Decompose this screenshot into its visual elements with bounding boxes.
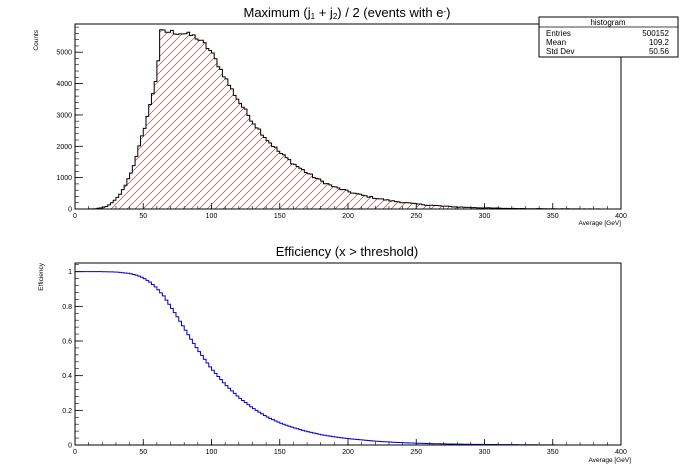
x-tick-label: 350 <box>547 213 559 220</box>
x-tick-label: 200 <box>342 449 354 456</box>
histogram-y-axis-label: Counts <box>33 29 40 50</box>
title-segment: 1 <box>311 12 316 21</box>
efficiency-x-axis-label: Average [GeV] <box>588 457 631 464</box>
stats-mean-label: Mean <box>546 38 566 47</box>
x-tick-label: 0 <box>73 213 77 220</box>
title-segment: ) <box>446 5 450 20</box>
efficiency-ticks: 0 50 100 150 200 250 300 350 400 0 0.2 0.4 0.6 0.8 1 <box>62 264 627 456</box>
y-tick-label: 0.4 <box>62 373 72 380</box>
efficiency-panel: Efficiency (x > threshold) 0 50 100 150 200 2… <box>38 244 631 464</box>
y-tick-label: 0 <box>68 443 72 450</box>
x-tick-label: 300 <box>479 449 491 456</box>
x-tick-label: 250 <box>410 213 422 220</box>
x-tick-label: 50 <box>139 449 147 456</box>
y-tick-label: 2000 <box>56 144 72 151</box>
x-tick-label: 100 <box>206 213 218 220</box>
title-segment: - <box>444 7 447 16</box>
stats-box-frame <box>538 16 679 58</box>
histogram-panel: Maximum (j1 + j2) / 2 (events with e-) 0… <box>33 5 679 227</box>
x-tick-label: 250 <box>410 449 422 456</box>
efficiency-frame <box>74 262 622 446</box>
y-tick-label: 3000 <box>56 112 72 119</box>
y-tick-label: 0.8 <box>62 304 72 311</box>
x-tick-label: 200 <box>342 213 354 220</box>
histogram-x-axis-label: Average [GeV] <box>578 220 621 227</box>
stats-stddev-value: 50.56 <box>649 47 670 56</box>
x-tick-label: 150 <box>274 213 286 220</box>
x-tick-label: 300 <box>479 213 491 220</box>
efficiency-title: Efficiency (x > threshold) <box>276 244 418 259</box>
x-tick-label: 400 <box>615 449 627 456</box>
efficiency-y-axis-label: Efficiency <box>38 262 45 290</box>
title-segment: ) / 2 (events with e <box>337 5 443 20</box>
stats-entries-label: Entries <box>546 29 571 38</box>
efficiency-line <box>75 271 567 446</box>
y-tick-label: 4000 <box>56 81 72 88</box>
y-tick-label: 1000 <box>56 175 72 182</box>
title-segment: Maximum (j <box>243 5 310 20</box>
x-tick-label: 150 <box>274 449 286 456</box>
x-tick-label: 350 <box>547 449 559 456</box>
y-tick-label: 1 <box>68 269 72 276</box>
histogram-fill <box>75 29 621 209</box>
title-segment: 2 <box>333 12 338 21</box>
y-tick-label: 5000 <box>56 50 72 57</box>
stats-mean-value: 109.2 <box>649 38 670 47</box>
x-tick-label: 0 <box>73 449 77 456</box>
stats-box-title: histogram <box>590 18 625 27</box>
title-segment: + j <box>315 5 333 20</box>
y-tick-label: 0 <box>68 207 72 214</box>
y-tick-label: 0.2 <box>62 408 72 415</box>
histogram-title: Maximum (j1 + j2) / 2 (events with e-) <box>243 5 450 21</box>
stats-box: histogram Entries 500152 Mean 109.2 Std … <box>538 16 679 58</box>
histogram-frame <box>74 23 622 210</box>
x-tick-label: 100 <box>206 449 218 456</box>
x-tick-label: 400 <box>615 213 627 220</box>
x-tick-label: 50 <box>139 213 147 220</box>
y-tick-label: 0.6 <box>62 339 72 346</box>
stats-stddev-label: Std Dev <box>546 47 574 56</box>
stats-entries-value: 500152 <box>642 29 669 38</box>
